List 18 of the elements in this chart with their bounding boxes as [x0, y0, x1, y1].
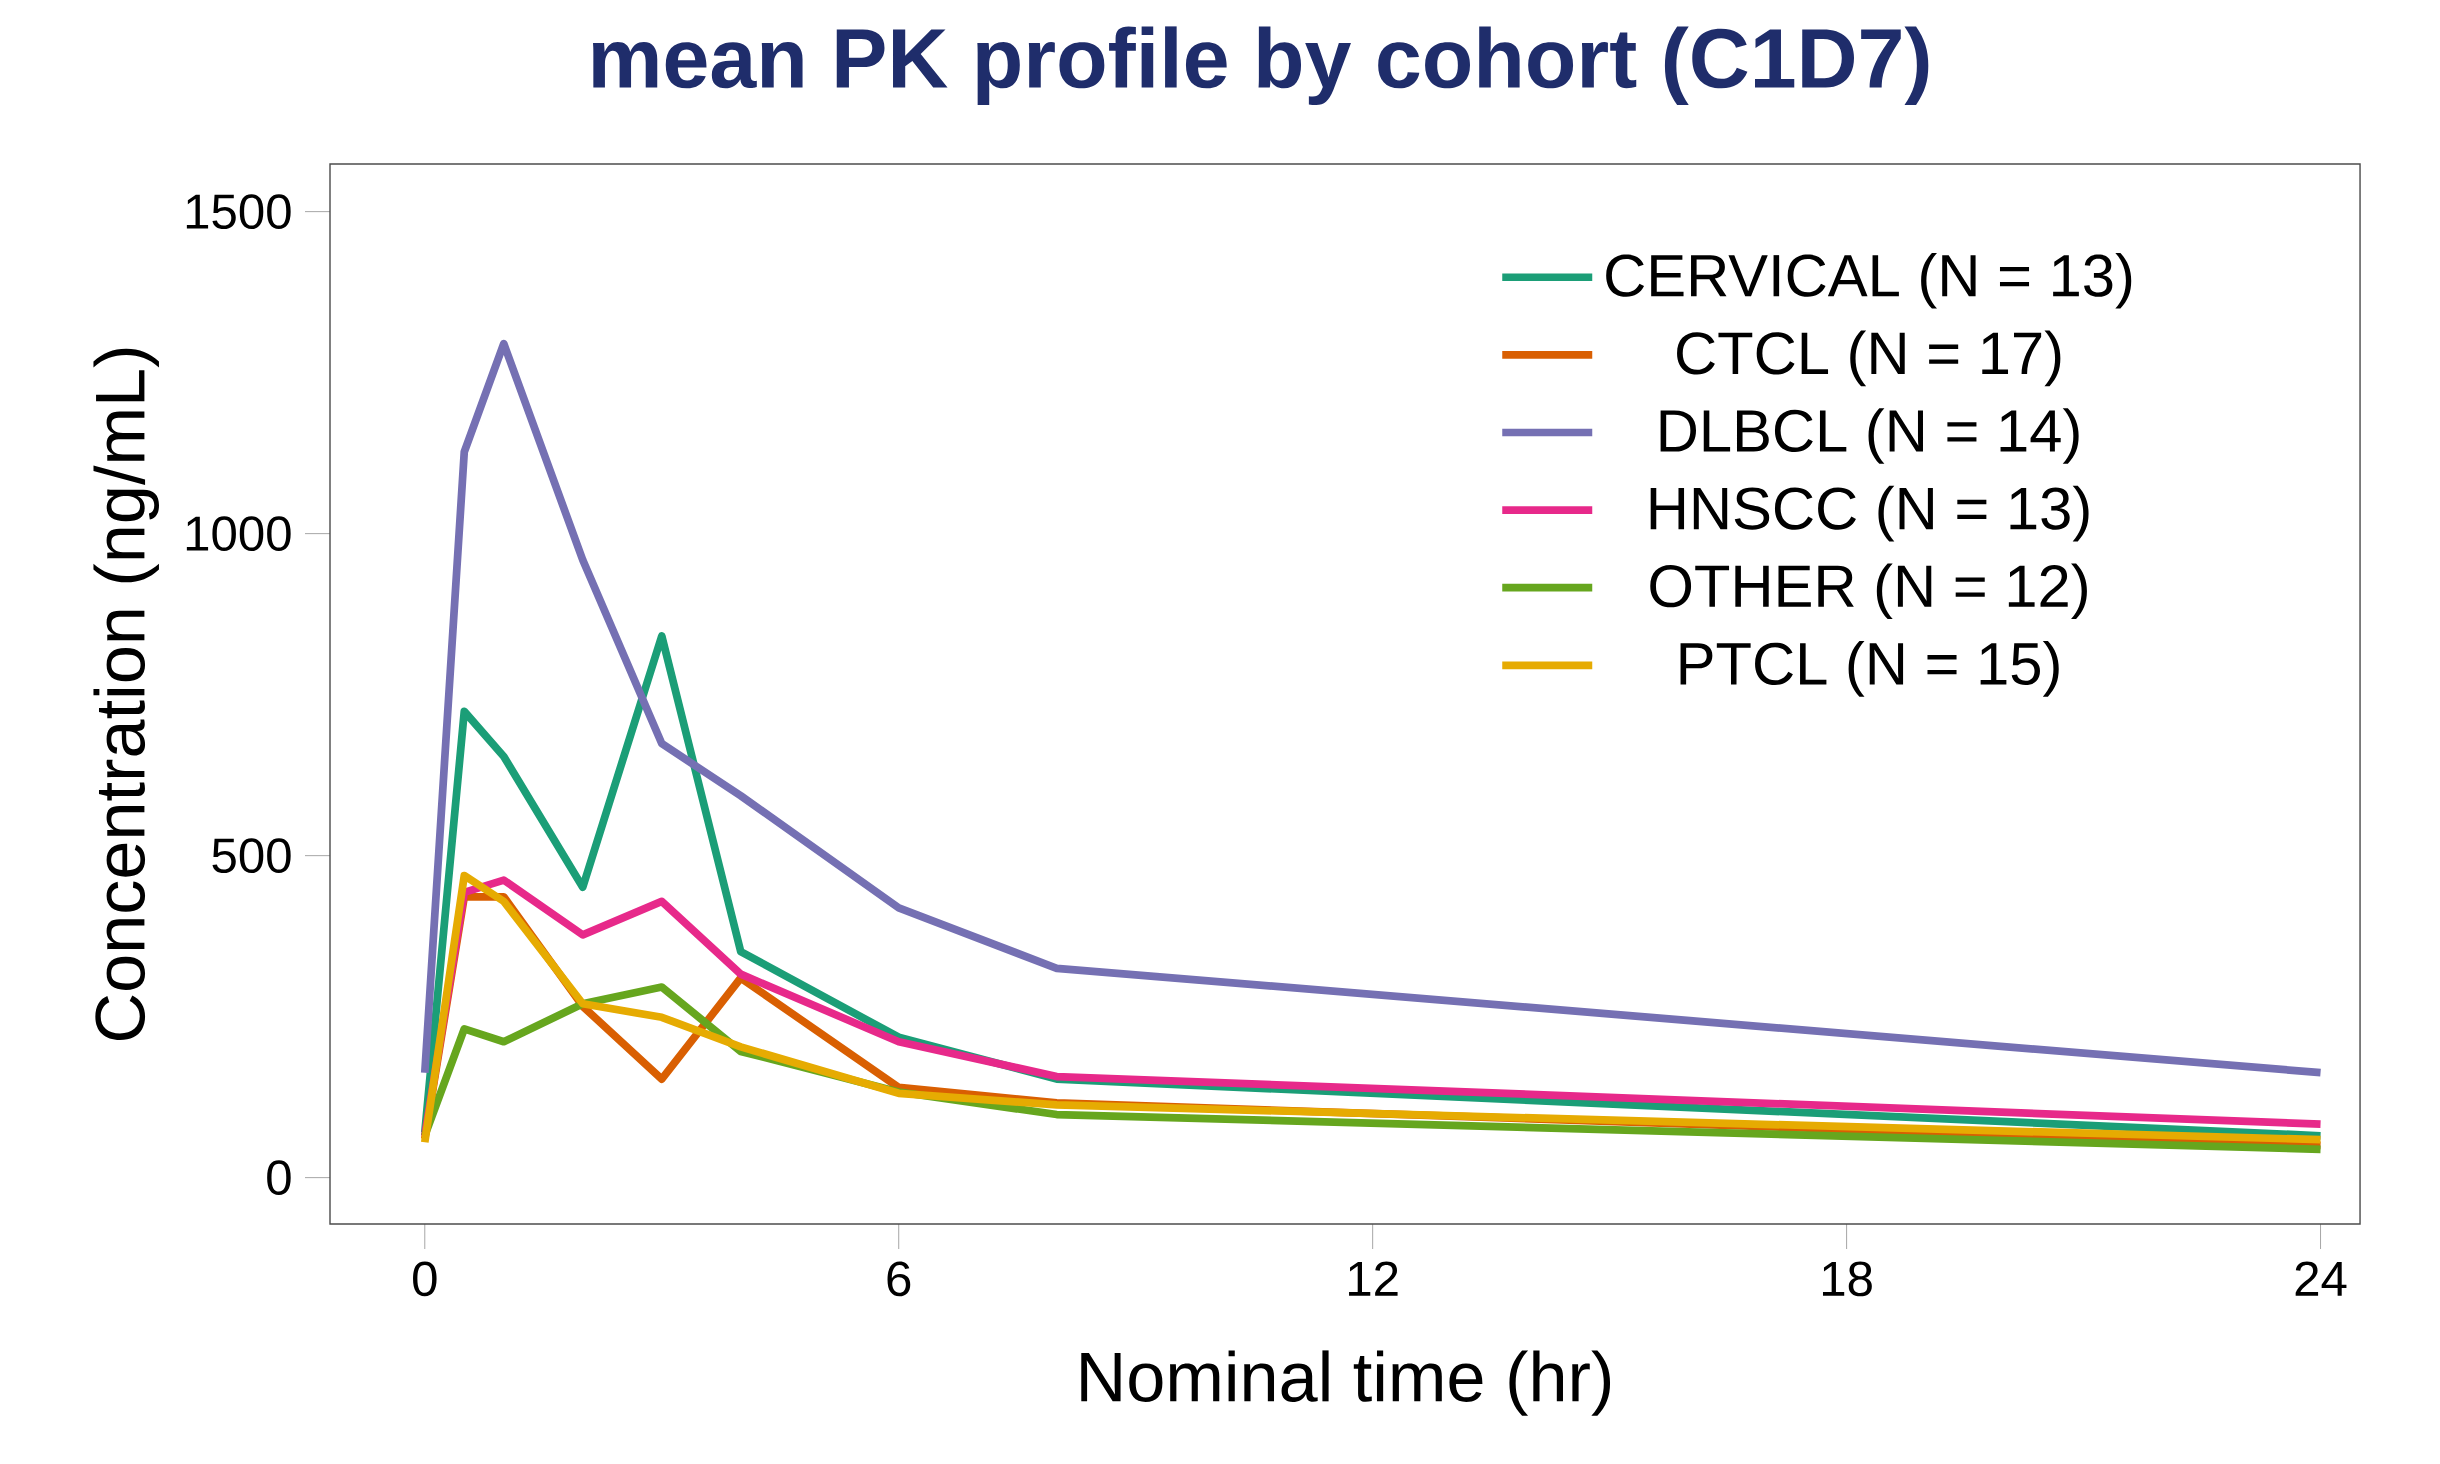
y-tick-label: 500 — [212, 838, 291, 874]
legend-label: CERVICAL (N = 13) — [1606, 252, 2132, 309]
x-tick-label: 24 — [2295, 1261, 2347, 1296]
y-tick-label: 1500 — [186, 194, 291, 230]
legend-label: OTHER (N = 12) — [1650, 563, 2087, 620]
y-tick-label: 1000 — [186, 516, 291, 552]
chart-title: mean PK profile by cohort (C1D7) — [593, 26, 1929, 106]
y-tick-label: 0 — [267, 1160, 291, 1196]
x-axis-title: Nominal time (hr) — [1081, 1350, 1611, 1416]
y-axis-title: Concentration (ng/mL) — [93, 348, 160, 1041]
x-tick-label: 18 — [1822, 1261, 1872, 1297]
x-tick-label: 12 — [1349, 1261, 1398, 1296]
x-tick-label: 0 — [413, 1261, 437, 1297]
legend-label: CTCL (N = 17) — [1677, 330, 2061, 387]
legend-label: PTCL (N = 15) — [1680, 641, 2059, 697]
legend-label: DLBCL (N = 14) — [1660, 408, 2079, 464]
legend-label: HNSCC (N = 13) — [1650, 485, 2089, 542]
x-tick-label: 6 — [887, 1261, 911, 1297]
